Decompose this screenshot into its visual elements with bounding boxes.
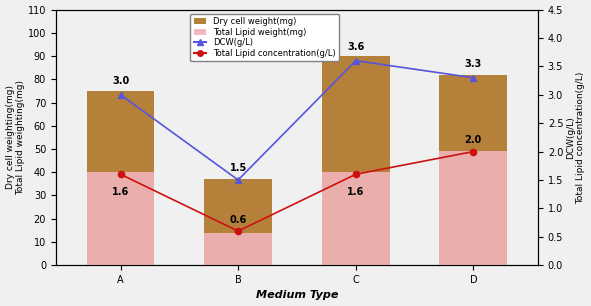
Text: 1.6: 1.6 — [347, 187, 365, 197]
X-axis label: Medium Type: Medium Type — [256, 290, 338, 300]
Text: 3.0: 3.0 — [112, 76, 129, 86]
Bar — [322, 172, 389, 265]
Text: 3.3: 3.3 — [465, 59, 482, 69]
Legend: Dry cell weight(mg), Total Lipid weight(mg), DCW(g/L), Total Lipid concentration: Dry cell weight(mg), Total Lipid weight(… — [190, 14, 339, 62]
Bar — [440, 151, 507, 265]
Bar — [87, 91, 154, 265]
Text: 1.6: 1.6 — [112, 187, 129, 197]
Bar — [87, 172, 154, 265]
Bar — [204, 179, 272, 265]
Text: 2.0: 2.0 — [465, 135, 482, 145]
Text: 3.6: 3.6 — [347, 42, 365, 52]
Y-axis label: DCW(g/L)
Total Lipid concentration(g/L): DCW(g/L) Total Lipid concentration(g/L) — [566, 71, 586, 203]
Bar — [204, 233, 272, 265]
Text: 0.6: 0.6 — [229, 215, 247, 226]
Text: 1.5: 1.5 — [229, 163, 247, 173]
Bar — [440, 75, 507, 265]
Y-axis label: Dry cell weighting(mg)
Total Lipid weighting(mg): Dry cell weighting(mg) Total Lipid weigh… — [5, 80, 25, 195]
Bar — [322, 56, 389, 265]
